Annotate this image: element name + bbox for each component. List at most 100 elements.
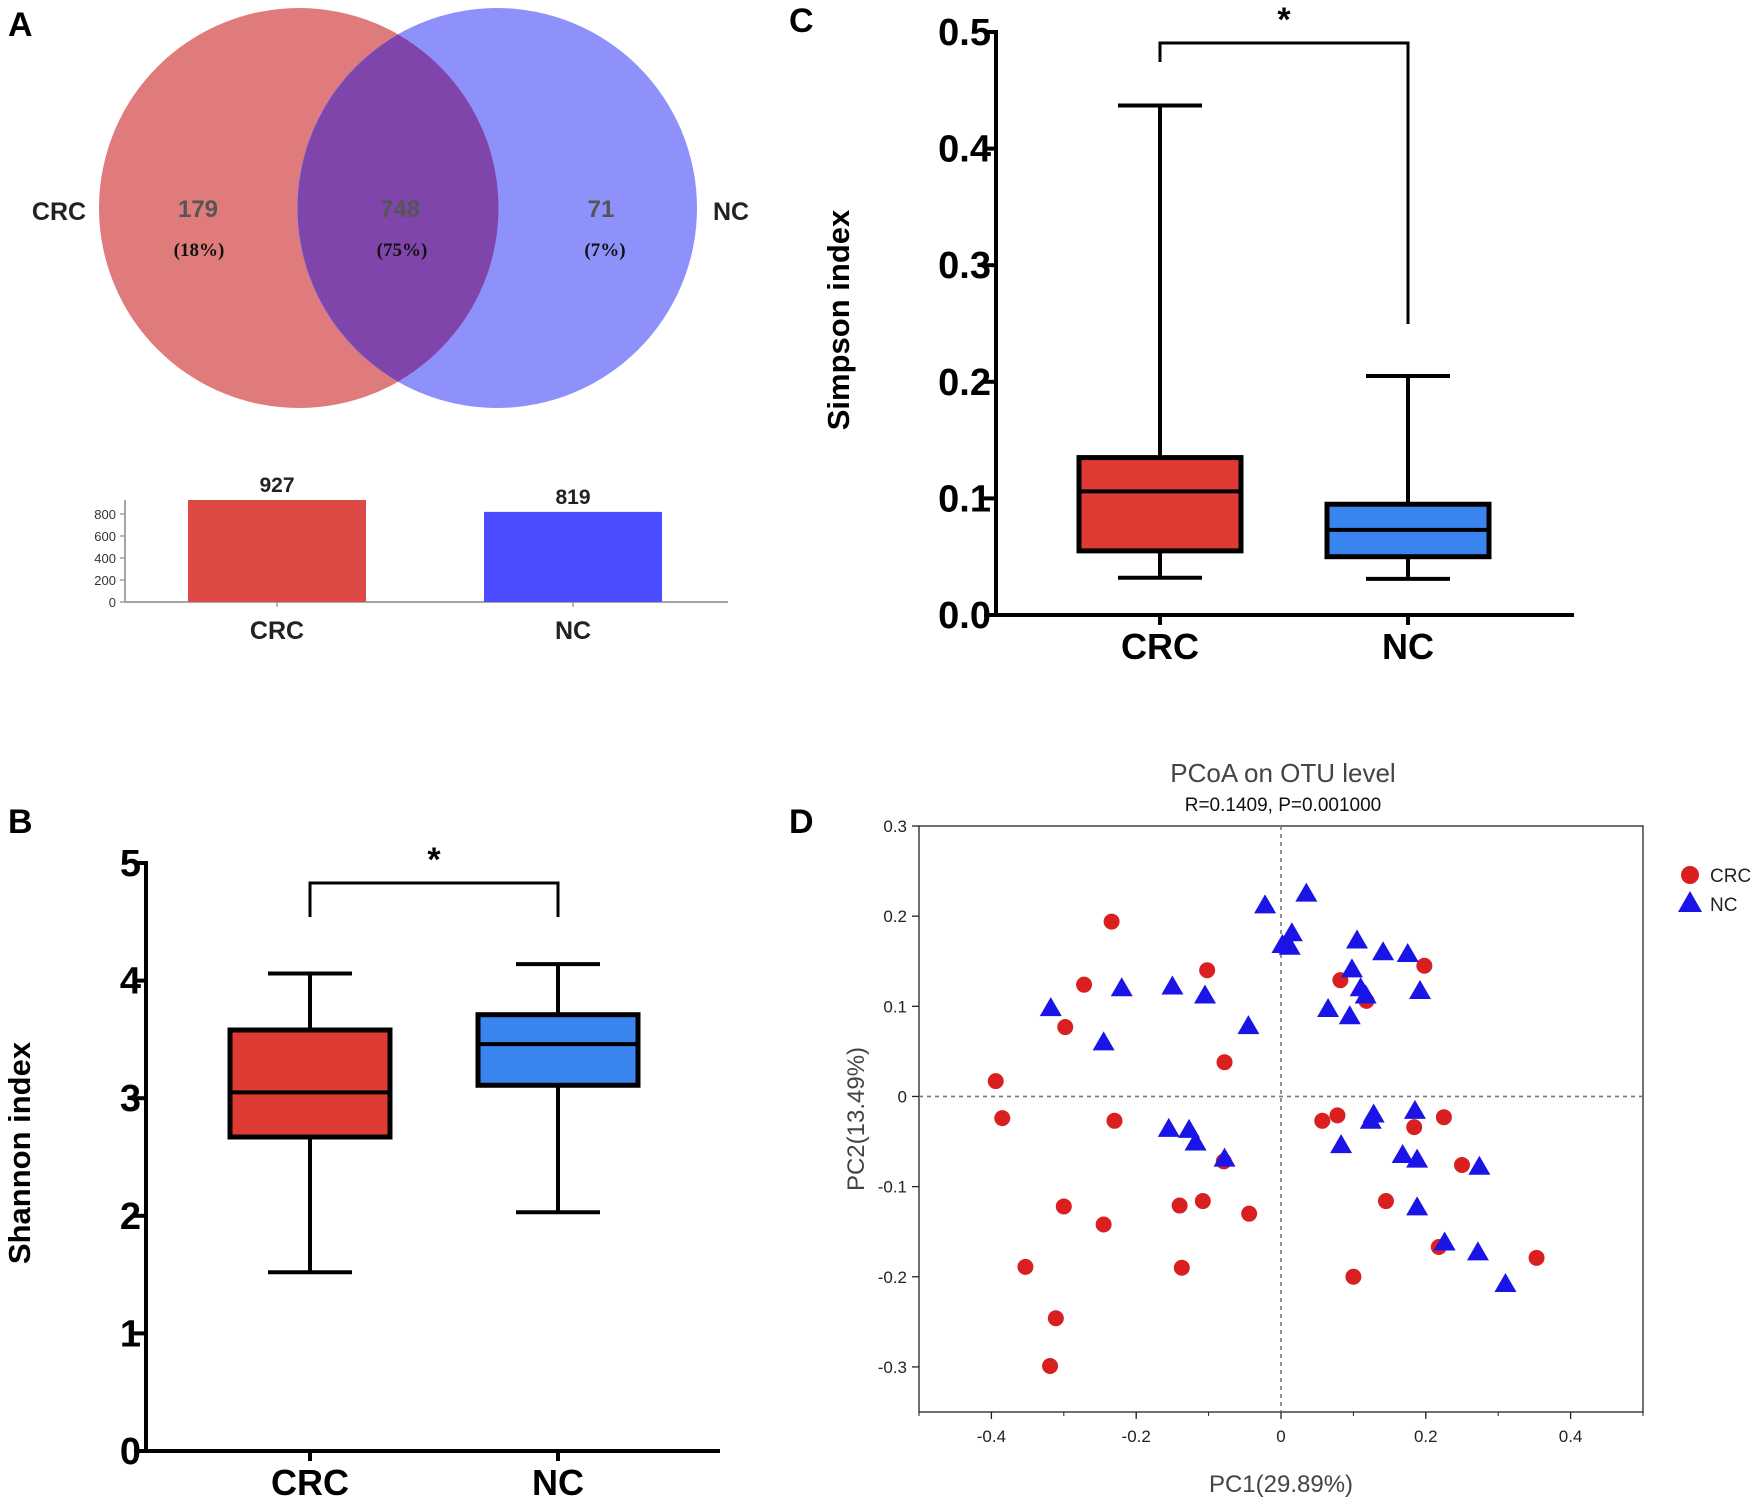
box-nc <box>475 1012 641 1088</box>
pcoa-point-crc <box>987 1073 1004 1090</box>
box-crc <box>1076 455 1244 554</box>
pcoa-point-crc <box>1076 976 1093 993</box>
bar-value-label: 819 <box>555 486 590 509</box>
pcoa-title: PCoA on OTU level <box>1170 758 1395 788</box>
bar-y-tick-label: 800 <box>94 507 116 522</box>
pcoa-point-crc <box>1171 1197 1188 1214</box>
bar-value-label: 927 <box>259 474 294 497</box>
box-x-tick-label: NC <box>532 1462 584 1499</box>
pcoa-point-nc <box>1157 1117 1180 1137</box>
pcoa-point-crc <box>1057 1019 1074 1036</box>
pcoa-point-crc <box>1377 1193 1394 1210</box>
box-y-axis-title: Shannon index <box>2 1041 37 1264</box>
pcoa-point-nc <box>1161 975 1184 995</box>
pcoa-point-nc <box>1346 929 1369 949</box>
pcoa-point-nc <box>1338 1005 1361 1025</box>
bar-y-tick-label: 200 <box>94 573 116 588</box>
pcoa-x-tick-label: 0.2 <box>1414 1427 1438 1446</box>
pcoa-y-tick-label: -0.1 <box>878 1178 907 1197</box>
pcoa-point-nc <box>1466 1241 1489 1261</box>
box-y-tick-label: 0.5 <box>938 12 991 54</box>
venn-nc-pct: (7%) <box>584 240 625 261</box>
pcoa-point-crc <box>1528 1249 1545 1266</box>
significance-star: * <box>427 841 441 879</box>
box-crc <box>227 1027 393 1140</box>
pcoa-point-nc <box>1213 1147 1236 1167</box>
venn-overlap-count: 748 <box>380 196 420 223</box>
pcoa-y-tick-label: 0 <box>898 1087 907 1106</box>
pcoa-legend-nc-marker <box>1678 891 1702 912</box>
pcoa-point-nc <box>1340 958 1363 978</box>
venn-nc-count: 71 <box>588 196 615 223</box>
pcoa-point-crc <box>1047 1310 1064 1327</box>
pcoa-point-nc <box>1403 1099 1426 1119</box>
significance-star: * <box>1277 1 1291 39</box>
box-y-tick-label: 0.1 <box>938 478 991 520</box>
pcoa-point-crc <box>1454 1156 1470 1173</box>
pcoa-point-nc <box>1468 1155 1491 1175</box>
pcoa-x-tick-label: 0.4 <box>1559 1427 1583 1446</box>
pcoa-point-nc <box>1110 977 1133 997</box>
pcoa-point-nc <box>1433 1231 1456 1251</box>
pcoa-point-nc <box>1406 1196 1429 1216</box>
pcoa-point-nc <box>1092 1031 1115 1051</box>
pcoa-x-tick-label: -0.4 <box>977 1427 1006 1446</box>
pcoa-point-crc <box>1194 1193 1211 1210</box>
box-x-tick-label: CRC <box>271 1462 349 1499</box>
panel-b-label: B <box>8 803 33 841</box>
pcoa-point-nc <box>1409 979 1432 999</box>
pcoa-subtitle: R=0.1409, P=0.001000 <box>1185 795 1382 816</box>
pcoa-point-crc <box>1103 913 1120 930</box>
box-x-tick-label: CRC <box>1121 626 1199 667</box>
pcoa-scatter: -0.4 -0.2 0 0.2 0.4 0.3 0.2 0.1 0 -0.1 -0.2 -0.3 PC1… <box>843 817 1751 1498</box>
box-y-tick-label: 4 <box>120 961 141 1003</box>
pcoa-point-nc <box>1391 1144 1414 1164</box>
pcoa-y-tick-label: -0.2 <box>878 1268 907 1287</box>
bar-chart: 0 200 400 600 800 927 CRC 819 NC <box>94 474 728 645</box>
pcoa-point-crc <box>1017 1258 1034 1275</box>
panel-d: D PCoA on OTU level R=0.1409, P=0.001000… <box>789 758 1751 1498</box>
pcoa-point-nc <box>1330 1134 1353 1154</box>
pcoa-point-nc <box>1280 922 1303 942</box>
pcoa-point-nc <box>1178 1118 1201 1138</box>
panel-a-label: A <box>8 6 33 44</box>
pcoa-y-tick-label: 0.3 <box>883 817 907 836</box>
venn-crc-name: CRC <box>32 198 86 226</box>
pcoa-point-crc <box>1416 957 1433 974</box>
pcoa-point-crc <box>1241 1205 1258 1222</box>
pcoa-y-tick-label: 0.2 <box>883 907 907 926</box>
venn-crc-count: 179 <box>178 196 218 223</box>
bar-x-tick-label: CRC <box>250 617 304 645</box>
pcoa-point-crc <box>994 1110 1011 1127</box>
box-y-tick-label: 2 <box>120 1196 141 1238</box>
box-y-tick-label: 3 <box>120 1078 141 1120</box>
pcoa-point-nc <box>1193 984 1216 1004</box>
box-x-tick-label: NC <box>1382 626 1434 667</box>
pcoa-point-nc <box>1039 997 1062 1017</box>
box-y-tick-label: 0.0 <box>938 595 991 637</box>
pcoa-point-nc <box>1184 1131 1207 1151</box>
venn-overlap <box>297 34 499 382</box>
shannon-boxplot: 0 1 2 3 4 5 Shannon index CRC NC * <box>2 841 720 1499</box>
pcoa-point-crc <box>1314 1112 1331 1129</box>
pcoa-point-crc <box>1042 1358 1059 1375</box>
panel-a: A CRC NC 179 748 71 (18%) (75%) (7%) 0 20… <box>8 6 749 645</box>
venn-overlap-pct: (75%) <box>377 240 428 261</box>
pcoa-legend-crc-label: CRC <box>1710 866 1751 887</box>
pcoa-point-nc <box>1354 984 1377 1004</box>
pcoa-point-crc <box>1435 1109 1452 1126</box>
pcoa-point-crc <box>1345 1268 1362 1285</box>
venn-crc-pct: (18%) <box>174 240 225 261</box>
box-y-tick-label: 0 <box>120 1431 141 1473</box>
venn-nc-name: NC <box>713 198 749 226</box>
simpson-boxplot: 0.0 0.1 0.2 0.3 0.4 0.5 Simpson index CRC NC * <box>821 1 1574 667</box>
box-y-tick-label: 0.3 <box>938 245 991 287</box>
box-y-tick-label: 0.2 <box>938 362 991 404</box>
bar-y-tick-label: 0 <box>109 595 116 610</box>
pcoa-x-tick-label: -0.2 <box>1122 1427 1151 1446</box>
venn-diagram: CRC NC 179 748 71 (18%) (75%) (7%) <box>32 8 749 408</box>
significance-bracket <box>1158 41 1410 324</box>
pcoa-x-axis-title: PC1(29.89%) <box>1209 1471 1353 1498</box>
pcoa-point-crc <box>1095 1216 1112 1233</box>
box-y-axis-title: Simpson index <box>821 209 856 430</box>
